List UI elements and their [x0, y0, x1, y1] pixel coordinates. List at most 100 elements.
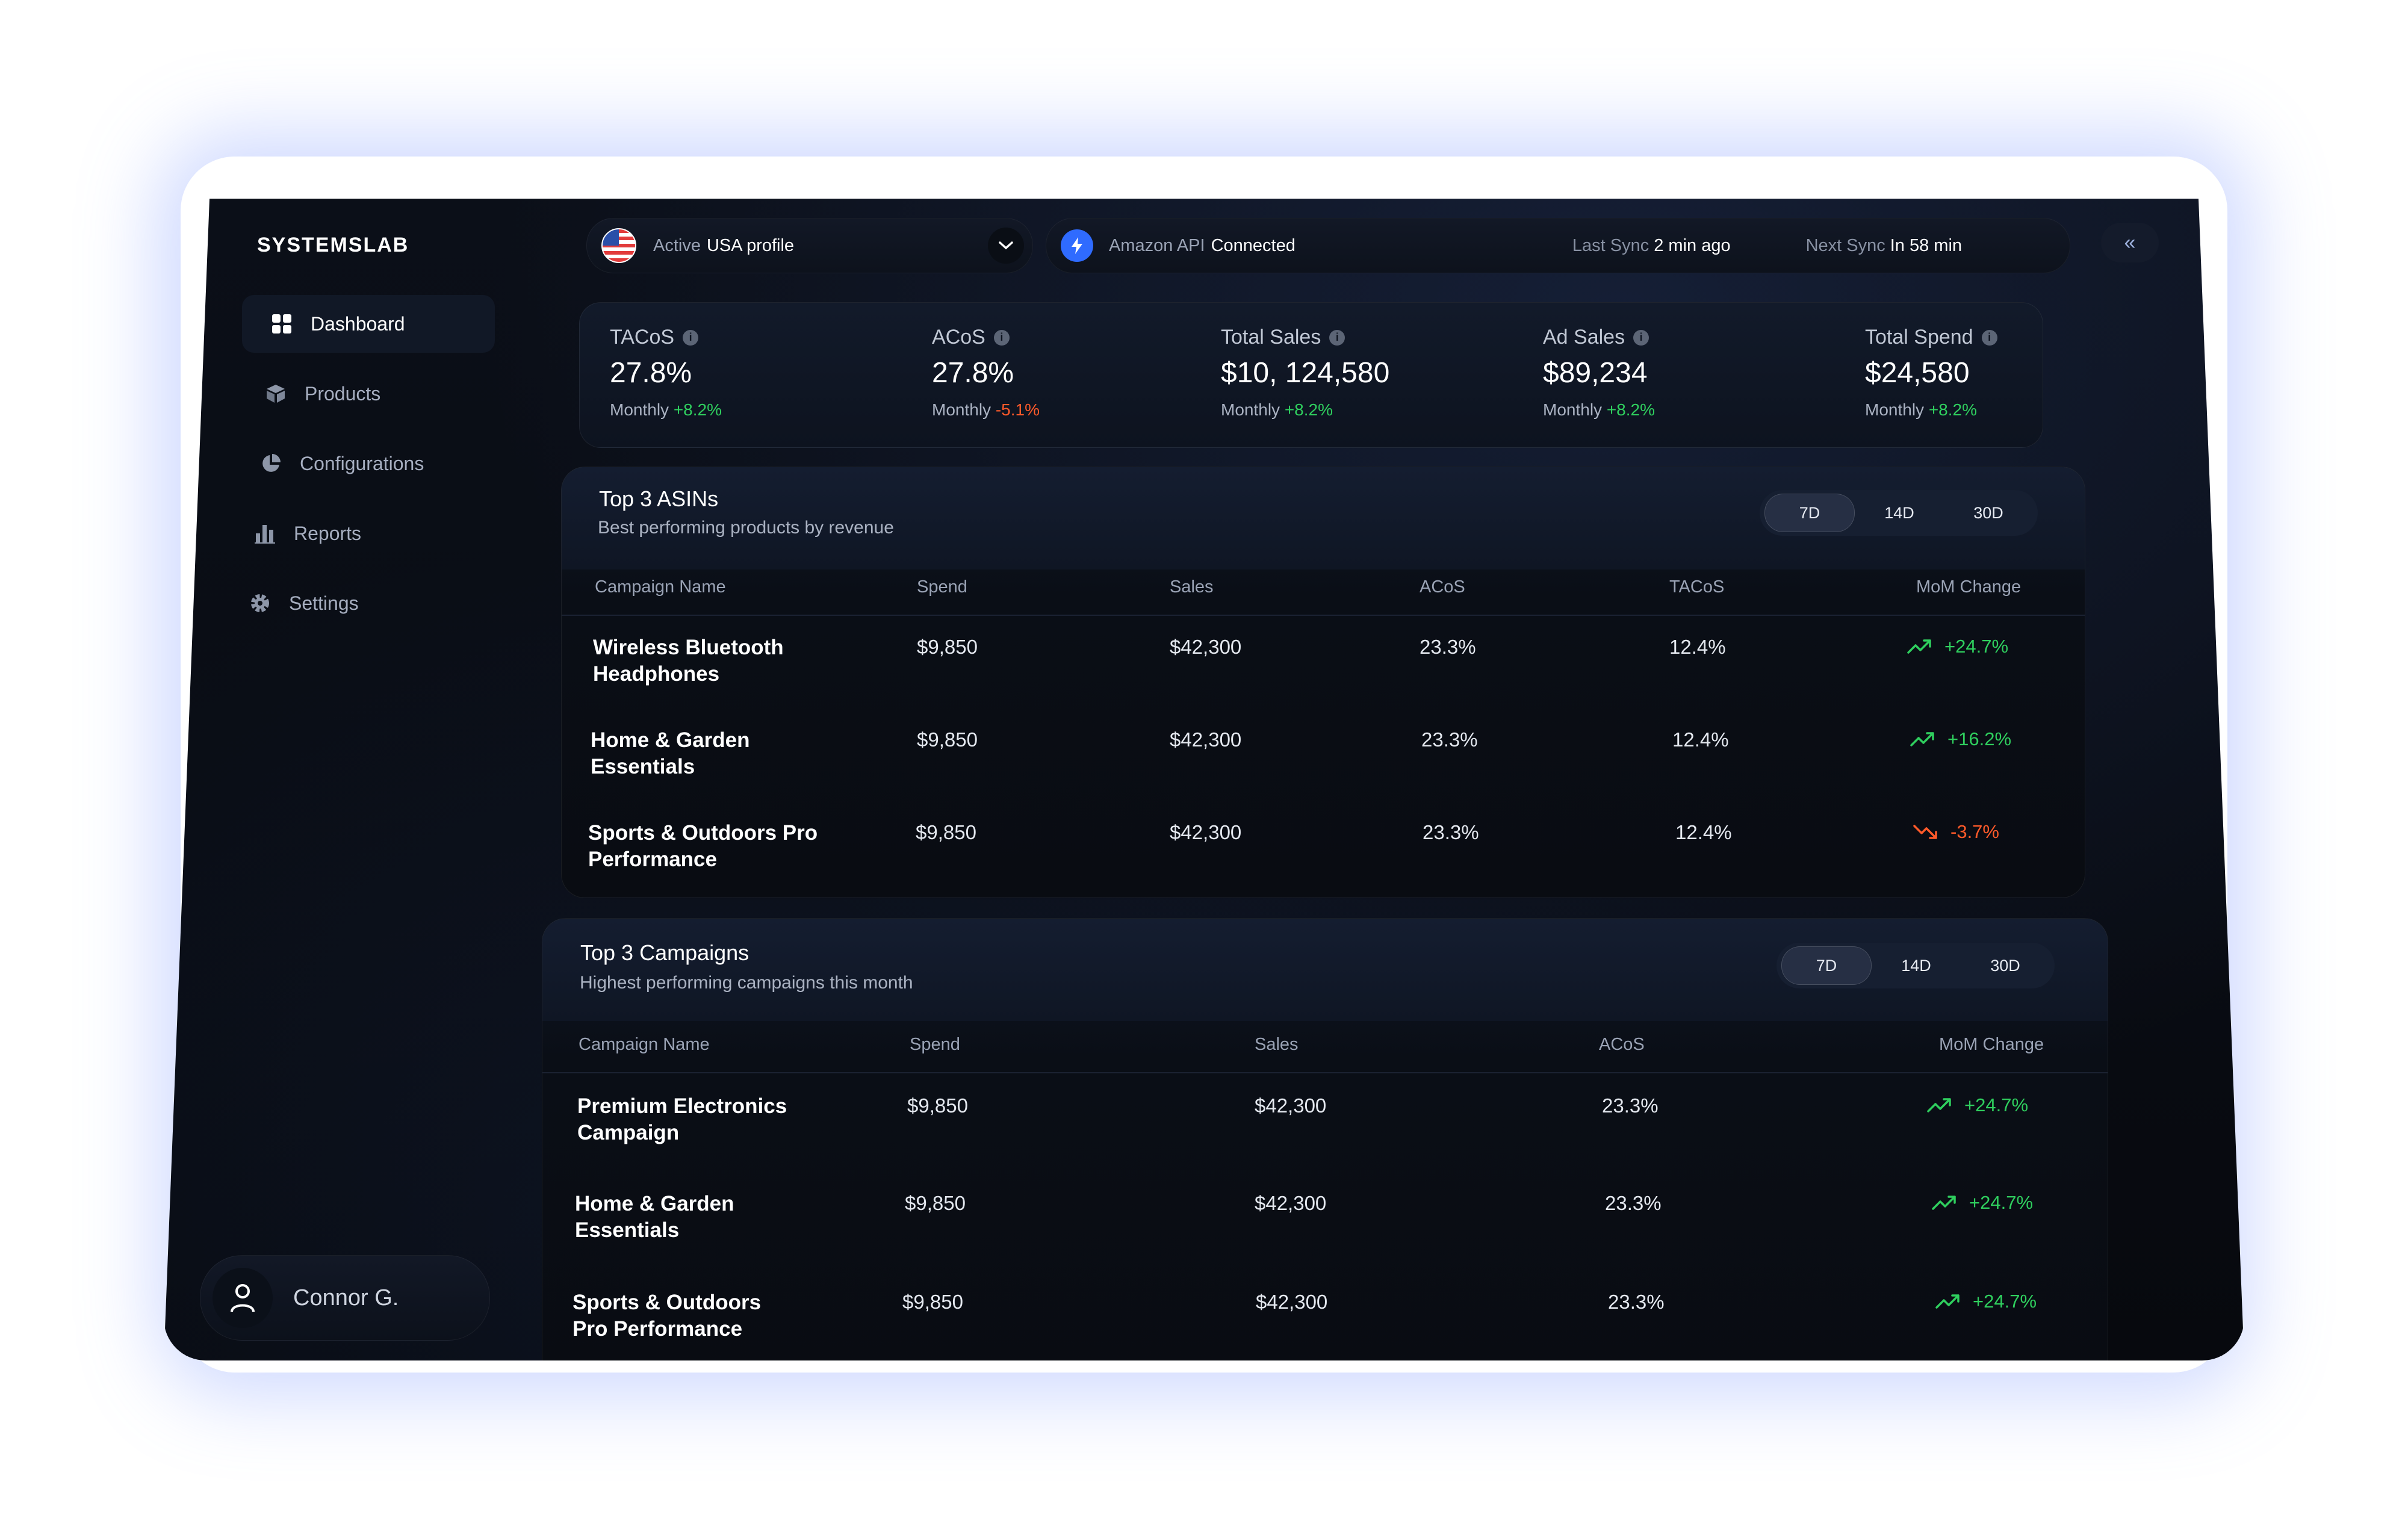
kpi-value: $10, 124,580: [1221, 357, 1390, 389]
profile-label: Active: [653, 235, 701, 255]
row-acos: 23.3%: [1423, 821, 1479, 843]
range-30d[interactable]: 30D: [1973, 503, 2003, 522]
user-name: Connor G.: [293, 1285, 399, 1311]
info-icon[interactable]: i: [1633, 329, 1649, 346]
row-name-line2: Essentials: [591, 755, 695, 778]
column-header: Sales: [1170, 577, 1214, 597]
sidebar-nav: Dashboard Products Configurations Report…: [230, 295, 495, 644]
profile-value: USA profile: [706, 235, 795, 255]
row-mom-change: +24.7%: [1907, 636, 2008, 657]
next-sync: Next Sync In 58 min: [1806, 236, 1962, 256]
row-acos: 23.3%: [1605, 1192, 1662, 1214]
row-name-line2: Performance: [588, 848, 717, 871]
sidebar-item-label: Products: [305, 382, 381, 405]
info-icon[interactable]: i: [1329, 329, 1345, 346]
api-label: Amazon API: [1109, 235, 1205, 255]
row-acos: 23.3%: [1602, 1094, 1659, 1117]
api-status-bar: Amazon API Connected Last Sync 2 min ago …: [1046, 218, 2070, 273]
panel-title: Top 3 Campaigns: [580, 940, 749, 965]
us-flag-icon: [601, 228, 636, 263]
info-icon[interactable]: i: [993, 329, 1010, 346]
mom-value: +24.7%: [1964, 1094, 2029, 1115]
column-header: MoM Change: [1939, 1035, 2044, 1054]
kpi-change: +8.2%: [673, 400, 722, 419]
panel-subtitle: Highest performing campaigns this month: [580, 973, 913, 993]
row-acos: 23.3%: [1421, 728, 1478, 751]
kpi-change: +8.2%: [1284, 400, 1333, 419]
profile-selector[interactable]: Active USA profile: [586, 218, 1033, 273]
row-sales: $42,300: [1255, 1192, 1327, 1214]
table-divider: [562, 615, 2085, 616]
kpi-value: $89,234: [1543, 357, 1648, 389]
range-14d[interactable]: 14D: [1901, 956, 1931, 975]
row-name-line2: Campaign: [577, 1121, 680, 1144]
row-spend: $9,850: [905, 1192, 966, 1214]
column-header: Sales: [1255, 1035, 1299, 1054]
kpi-change: +8.2%: [1928, 400, 1977, 419]
kpi-label: Total Spend: [1865, 326, 1973, 349]
last-sync-label: Last Sync: [1572, 235, 1649, 255]
sidebar-item-dashboard[interactable]: Dashboard: [242, 295, 495, 353]
panel-title: Top 3 ASINs: [599, 486, 719, 511]
row-tacos: 12.4%: [1669, 636, 1726, 658]
sidebar-item-products[interactable]: Products: [236, 365, 495, 423]
info-icon[interactable]: i: [1981, 329, 1997, 346]
mom-value: +24.7%: [1973, 1291, 2037, 1312]
row-name-line2: Pro Performance: [573, 1317, 743, 1341]
row-mom-change: +24.7%: [1935, 1291, 2037, 1312]
row-mom-change: +16.2%: [1910, 728, 2011, 750]
row-spend: $9,850: [916, 821, 976, 843]
next-sync-label: Next Sync: [1805, 235, 1885, 255]
lightning-icon: [1061, 229, 1093, 262]
range-toggle: 7D 14D 30D: [1760, 490, 2038, 536]
kpi-ad-sales: Ad Sales i $89,234 Monthly +8.2%: [1543, 326, 1655, 420]
range-7d[interactable]: 7D: [1764, 494, 1855, 532]
trend-up-icon: [1910, 732, 1934, 746]
range-7d[interactable]: 7D: [1781, 946, 1872, 985]
last-sync-value: 2 min ago: [1654, 235, 1731, 255]
api-status: Connected: [1211, 235, 1296, 255]
sidebar-item-label: Settings: [289, 592, 359, 614]
collapse-sidebar-button[interactable]: «: [2101, 223, 2159, 262]
row-name-line1: Wireless Bluetooth: [593, 636, 784, 659]
kpi-label: Total Sales: [1221, 326, 1321, 349]
row-spend: $9,850: [902, 1291, 963, 1313]
row-name-line2: Essentials: [575, 1218, 680, 1242]
sidebar-item-settings[interactable]: Settings: [220, 574, 495, 632]
row-spend: $9,850: [917, 636, 978, 658]
mom-value: +16.2%: [1947, 728, 2012, 749]
sidebar-item-configurations[interactable]: Configurations: [231, 435, 495, 492]
sidebar-item-label: Dashboard: [311, 312, 405, 335]
row-sales: $42,300: [1170, 821, 1242, 843]
grid-icon: [270, 312, 294, 336]
panel-subtitle: Best performing products by revenue: [598, 518, 894, 538]
app-window: SYSTEMSLAB Active USA profile Amazon API…: [164, 199, 2244, 1360]
row-sales: $42,300: [1256, 1291, 1328, 1313]
row-name-line1: Home & Garden: [575, 1192, 734, 1215]
trend-down-icon: [1913, 825, 1937, 839]
row-sales: $42,300: [1170, 636, 1242, 658]
kpi-label: Ad Sales: [1543, 326, 1625, 349]
range-14d[interactable]: 14D: [1884, 503, 1914, 522]
next-sync-value: In 58 min: [1890, 235, 1963, 255]
last-sync: Last Sync 2 min ago: [1572, 236, 1731, 256]
kpi-value: 27.8%: [610, 357, 692, 389]
trend-up-icon: [1932, 1196, 1956, 1210]
kpi-label: ACoS: [932, 326, 985, 349]
row-mom-change: -3.7%: [1913, 821, 1999, 843]
pie-icon: [259, 451, 283, 476]
user-profile-button[interactable]: Connor G.: [200, 1255, 490, 1341]
info-icon[interactable]: i: [683, 329, 699, 346]
range-30d[interactable]: 30D: [1990, 956, 2020, 975]
column-header: TACoS: [1669, 577, 1725, 597]
kpi-period: Monthly: [1543, 400, 1603, 419]
row-name-line1: Sports & Outdoors: [573, 1291, 762, 1314]
sidebar-item-reports[interactable]: Reports: [225, 504, 495, 562]
column-header: Campaign Name: [595, 577, 726, 597]
trend-up-icon: [1927, 1098, 1951, 1112]
column-header: Spend: [917, 577, 967, 597]
mom-value: -3.7%: [1950, 821, 1999, 842]
chevron-down-icon[interactable]: [988, 228, 1024, 264]
row-name-line1: Sports & Outdoors Pro: [588, 821, 818, 845]
trend-up-icon: [1935, 1294, 1960, 1309]
